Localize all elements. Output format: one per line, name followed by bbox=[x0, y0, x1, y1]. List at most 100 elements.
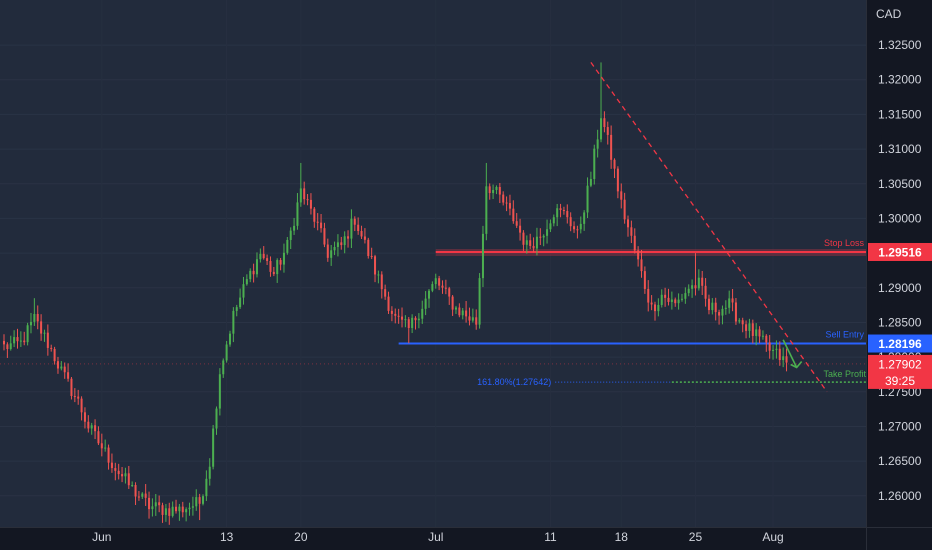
candle-body bbox=[653, 304, 657, 312]
candle-body bbox=[299, 188, 302, 203]
candle-body bbox=[508, 203, 511, 209]
candles bbox=[2, 62, 788, 525]
candle-body bbox=[502, 194, 505, 203]
countdown-label: 39:25 bbox=[885, 374, 915, 388]
time-tick-label: 18 bbox=[615, 530, 629, 544]
candle-body bbox=[434, 278, 437, 285]
candle-body bbox=[380, 274, 383, 290]
candle-body bbox=[60, 366, 63, 369]
candle-body bbox=[600, 118, 603, 140]
candle-body bbox=[353, 218, 356, 225]
candle-body bbox=[252, 270, 255, 275]
candle-body bbox=[701, 277, 704, 286]
price-axis[interactable]: 1.260001.265001.270001.275001.280001.285… bbox=[866, 0, 932, 550]
candle-body bbox=[191, 506, 194, 508]
price-tick-label: 1.31000 bbox=[878, 142, 922, 156]
price-tick-label: 1.32000 bbox=[878, 73, 922, 87]
candle-body bbox=[610, 134, 613, 160]
candle-body bbox=[674, 299, 677, 304]
candle-body bbox=[390, 310, 393, 314]
candle-body bbox=[782, 356, 785, 361]
candle-body bbox=[63, 366, 66, 373]
candle-body bbox=[141, 493, 144, 497]
candle-body bbox=[444, 287, 447, 289]
candle-body bbox=[36, 313, 39, 322]
candle-body bbox=[684, 293, 687, 299]
candle-body bbox=[566, 211, 569, 218]
sell-entry-price-box bbox=[868, 334, 932, 353]
candle-body bbox=[427, 290, 431, 299]
candle-body bbox=[218, 374, 221, 409]
candle-body bbox=[785, 356, 788, 363]
plot-area[interactable] bbox=[0, 0, 866, 527]
time-axis[interactable]: Jun 13 20 Jul 11 18 25 Aug bbox=[0, 527, 932, 545]
candle-body bbox=[97, 431, 100, 444]
candle-body bbox=[104, 447, 107, 449]
candle-body bbox=[148, 497, 151, 510]
candle-body bbox=[421, 308, 424, 319]
candle-body bbox=[734, 302, 737, 322]
candle-body bbox=[83, 412, 86, 422]
sell-entry-price-label: 1.28196 bbox=[878, 337, 922, 351]
candle-body bbox=[626, 219, 630, 228]
candle-body bbox=[546, 229, 549, 236]
candle-body bbox=[438, 278, 441, 286]
candle-body bbox=[519, 225, 522, 233]
candle-body bbox=[185, 509, 188, 513]
candle-body bbox=[276, 260, 279, 275]
candle-body bbox=[667, 297, 670, 302]
candle-body bbox=[195, 497, 198, 507]
candle-body bbox=[468, 316, 471, 321]
candle-body bbox=[718, 312, 721, 316]
candle-body bbox=[721, 308, 724, 316]
candle-body bbox=[168, 508, 171, 516]
candle-body bbox=[495, 186, 498, 191]
candle-body bbox=[647, 288, 650, 303]
candle-body bbox=[650, 302, 653, 305]
candle-body bbox=[778, 348, 781, 361]
candle-body bbox=[212, 428, 215, 467]
candle-body bbox=[360, 231, 363, 237]
candle-body bbox=[188, 507, 191, 510]
candle-body bbox=[505, 202, 508, 204]
candle-body bbox=[562, 210, 565, 212]
candle-body bbox=[512, 208, 515, 222]
candle-body bbox=[714, 302, 717, 313]
candle-body bbox=[303, 188, 306, 200]
candle-body bbox=[144, 493, 147, 498]
candle-body bbox=[127, 473, 130, 486]
time-tick-label: 25 bbox=[689, 530, 703, 544]
candle-body bbox=[286, 239, 289, 253]
candle-body bbox=[573, 226, 576, 230]
time-tick-label: Aug bbox=[762, 530, 783, 544]
candle-body bbox=[309, 199, 312, 209]
price-tick-label: 1.28500 bbox=[878, 315, 922, 329]
candle-body bbox=[761, 335, 764, 337]
candle-body bbox=[50, 347, 53, 349]
candle-body bbox=[448, 288, 451, 297]
candle-body bbox=[407, 319, 410, 328]
candle-body bbox=[77, 396, 80, 399]
candle-body bbox=[205, 478, 208, 497]
candle-body bbox=[488, 186, 491, 194]
current-price-box bbox=[868, 354, 932, 389]
candle-body bbox=[431, 284, 434, 291]
candle-body bbox=[232, 310, 235, 334]
stop-loss-price-box bbox=[868, 242, 932, 261]
candle-body bbox=[680, 298, 683, 300]
candle-body bbox=[326, 244, 329, 258]
candle-body bbox=[43, 332, 46, 334]
candle-body bbox=[33, 313, 36, 322]
candle-body bbox=[552, 217, 555, 224]
candle-body bbox=[350, 218, 353, 239]
candle-body bbox=[107, 447, 110, 463]
candle-body bbox=[117, 470, 120, 475]
candle-body bbox=[158, 502, 161, 506]
candle-body bbox=[100, 443, 103, 449]
candle-body bbox=[707, 298, 710, 311]
candle-body bbox=[306, 199, 309, 201]
time-tick-label: 11 bbox=[544, 530, 557, 544]
current-price-label: 1.27902 bbox=[878, 357, 922, 371]
time-tick-label: Jul bbox=[428, 530, 443, 544]
